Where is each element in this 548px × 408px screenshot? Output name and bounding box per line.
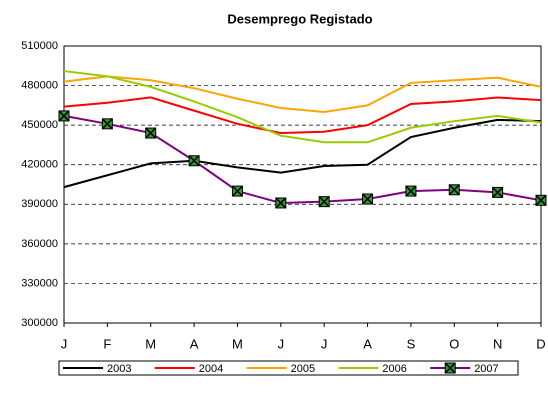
- x-tick-label: S: [407, 336, 416, 351]
- x-tick-label: M: [232, 336, 243, 351]
- x-tick-label: J: [321, 336, 328, 351]
- marker-x: [444, 362, 456, 374]
- marker-x: [58, 110, 70, 122]
- y-tick-label: 480000: [21, 79, 58, 91]
- marker-x: [318, 196, 330, 208]
- point-marker: [188, 155, 200, 167]
- marker-x: [448, 184, 460, 196]
- x-tick-label: O: [449, 336, 459, 351]
- legend-label: 2006: [382, 363, 406, 375]
- marker-x: [188, 155, 200, 167]
- series-line: [63, 96, 542, 135]
- legend-box: [58, 360, 519, 376]
- marker-x: [535, 194, 547, 206]
- marker-x: [101, 118, 113, 130]
- point-marker: [362, 193, 374, 205]
- marker-x: [145, 127, 157, 139]
- series-line: [63, 75, 542, 113]
- legend-label: 2005: [291, 363, 315, 375]
- plot-area: [63, 45, 542, 324]
- marker-x: [275, 197, 287, 209]
- y-tick-label: 420000: [21, 159, 58, 171]
- y-tick-label: 300000: [21, 317, 58, 329]
- point-marker: [318, 196, 330, 208]
- legend-label: 2004: [199, 363, 223, 375]
- marker-x: [362, 193, 374, 205]
- marker-x: [231, 185, 243, 197]
- marker-x: [405, 185, 417, 197]
- point-marker: [275, 197, 287, 209]
- point-marker: [145, 127, 157, 139]
- point-marker: [535, 194, 547, 206]
- series-line: [63, 118, 542, 189]
- x-tick-label: D: [536, 336, 545, 351]
- series-line: [63, 70, 542, 144]
- y-tick-label: 390000: [21, 198, 58, 210]
- y-tick-label: 360000: [21, 238, 58, 250]
- y-tick-label: 330000: [21, 277, 58, 289]
- series-line: [63, 114, 542, 204]
- x-tick-label: N: [493, 336, 502, 351]
- point-marker: [492, 186, 504, 198]
- legend-label: 2003: [107, 363, 131, 375]
- point-marker: [444, 362, 456, 374]
- y-tick-label: 510000: [21, 40, 58, 52]
- point-marker: [231, 185, 243, 197]
- x-tick-label: F: [103, 336, 111, 351]
- x-tick-label: J: [61, 336, 68, 351]
- marker-x: [492, 186, 504, 198]
- point-marker: [101, 118, 113, 130]
- x-tick-label: J: [278, 336, 285, 351]
- y-tick-label: 450000: [21, 119, 58, 131]
- point-marker: [448, 184, 460, 196]
- x-tick-label: A: [190, 336, 199, 351]
- chart-title: Desemprego Registado: [227, 11, 372, 26]
- point-marker: [58, 110, 70, 122]
- point-marker: [405, 185, 417, 197]
- x-tick-label: M: [145, 336, 156, 351]
- legend-label: 2007: [474, 363, 498, 375]
- x-tick-label: A: [363, 336, 372, 351]
